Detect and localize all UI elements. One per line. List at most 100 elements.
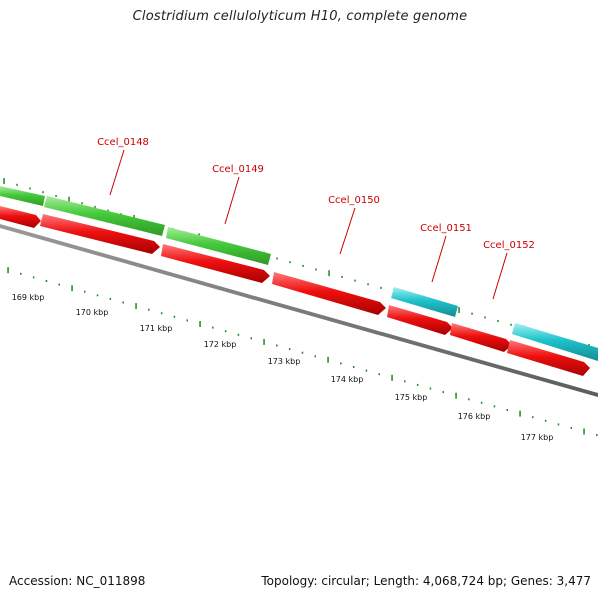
minor-tick <box>148 308 150 311</box>
major-tick <box>68 196 70 203</box>
minor-tick <box>570 426 572 429</box>
minor-tick <box>289 261 291 264</box>
scale-label: 173 kbp <box>268 357 301 366</box>
minor-tick <box>557 423 560 426</box>
minor-tick <box>237 333 240 336</box>
gene-label-ccel-0151[interactable]: Ccel_0151 <box>420 223 472 234</box>
reverse-strand-genes <box>0 206 590 376</box>
major-tick <box>327 356 329 363</box>
minor-tick <box>352 366 355 368</box>
major-tick <box>391 374 393 381</box>
forward-gene-block[interactable] <box>166 227 271 265</box>
minor-tick <box>302 264 304 267</box>
minor-tick <box>81 202 83 205</box>
scale-label: 175 kbp <box>395 393 428 402</box>
minor-tick <box>212 326 214 329</box>
forward-gene-block[interactable] <box>44 196 165 236</box>
minor-tick <box>468 398 470 401</box>
accession-text: Accession: NC_011898 <box>9 574 146 588</box>
scale-label: 176 kbp <box>458 412 491 421</box>
minor-tick <box>442 391 444 394</box>
minor-tick <box>493 405 496 408</box>
minor-tick <box>429 387 432 390</box>
scale-label: 172 kbp <box>204 340 237 349</box>
minor-tick <box>96 294 99 297</box>
minor-tick <box>315 268 317 271</box>
minor-tick <box>471 312 473 315</box>
reverse-gene-arrow[interactable] <box>507 340 590 376</box>
scale-label: 170 kbp <box>76 308 109 317</box>
reverse-gene-arrow[interactable] <box>161 244 270 283</box>
minor-tick <box>404 380 406 383</box>
minor-tick <box>340 362 342 365</box>
scale-label: 169 kbp <box>12 293 45 302</box>
minor-tick <box>544 419 547 422</box>
scale-label: 171 kbp <box>140 324 173 333</box>
minor-tick <box>416 383 419 386</box>
major-tick <box>519 410 521 417</box>
gene-label-ccel-0148[interactable]: Ccel_0148 <box>97 137 149 148</box>
forward-strand-genes <box>0 186 598 361</box>
gene-label-ccel-0149[interactable]: Ccel_0149 <box>212 164 264 175</box>
major-tick <box>135 303 137 310</box>
reverse-gene-arrow[interactable] <box>387 305 453 335</box>
minor-tick <box>55 194 57 197</box>
major-tick <box>455 392 457 399</box>
minor-tick <box>160 312 163 315</box>
minor-tick <box>109 297 112 300</box>
minor-tick <box>276 257 278 260</box>
minor-tick <box>276 344 278 347</box>
minor-tick <box>480 401 483 404</box>
callout-line <box>431 235 447 283</box>
genome-backbone <box>0 224 598 397</box>
minor-tick <box>341 275 343 278</box>
gene-label-ccel-0152[interactable]: Ccel_0152 <box>483 240 535 251</box>
reverse-gene-arrow[interactable] <box>40 214 160 254</box>
minor-tick <box>224 330 227 333</box>
minor-tick <box>32 276 35 279</box>
major-tick <box>328 270 330 277</box>
minor-tick <box>186 319 188 322</box>
minor-tick <box>367 283 369 286</box>
major-tick <box>71 285 73 292</box>
minor-tick <box>497 320 499 323</box>
scale-tick-track <box>7 267 598 437</box>
minor-tick <box>29 187 31 190</box>
genome-title: Clostridium cellulolyticum H10, complete… <box>132 9 468 24</box>
reverse-gene-arrow[interactable] <box>272 272 386 315</box>
minor-tick <box>365 369 368 372</box>
minor-tick <box>596 434 598 437</box>
minor-tick <box>354 279 356 282</box>
minor-tick <box>122 301 124 304</box>
minor-tick <box>510 323 512 326</box>
callout-line <box>224 176 240 225</box>
minor-tick <box>107 209 109 212</box>
reverse-gene-arrow[interactable] <box>0 206 41 228</box>
minor-tick <box>301 351 304 354</box>
minor-tick <box>288 348 291 351</box>
major-tick <box>199 321 201 327</box>
genome-summary-text: Topology: circular; Length: 4,068,724 bp… <box>261 574 591 588</box>
forward-gene-block[interactable] <box>0 186 45 206</box>
callout-line <box>109 149 125 196</box>
callout-line <box>339 207 356 255</box>
scale-label: 177 kbp <box>521 433 554 442</box>
major-tick <box>263 338 265 345</box>
gene-callouts: Ccel_0148 Ccel_0149 Ccel_0150 Ccel_0151 … <box>97 137 535 300</box>
major-tick <box>583 428 585 435</box>
minor-tick <box>380 286 382 289</box>
scale-label: 174 kbp <box>331 375 364 384</box>
minor-tick <box>378 373 380 376</box>
gene-label-ccel-0150[interactable]: Ccel_0150 <box>328 195 380 206</box>
reverse-gene-arrow[interactable] <box>450 323 512 352</box>
minor-tick <box>506 409 508 411</box>
forward-gene-block[interactable] <box>391 287 458 317</box>
callout-line <box>492 252 508 300</box>
minor-tick <box>45 280 48 282</box>
outer-tick-track <box>3 178 590 350</box>
minor-tick <box>250 337 252 340</box>
minor-tick <box>58 283 60 286</box>
forward-gene-block[interactable] <box>512 323 598 361</box>
